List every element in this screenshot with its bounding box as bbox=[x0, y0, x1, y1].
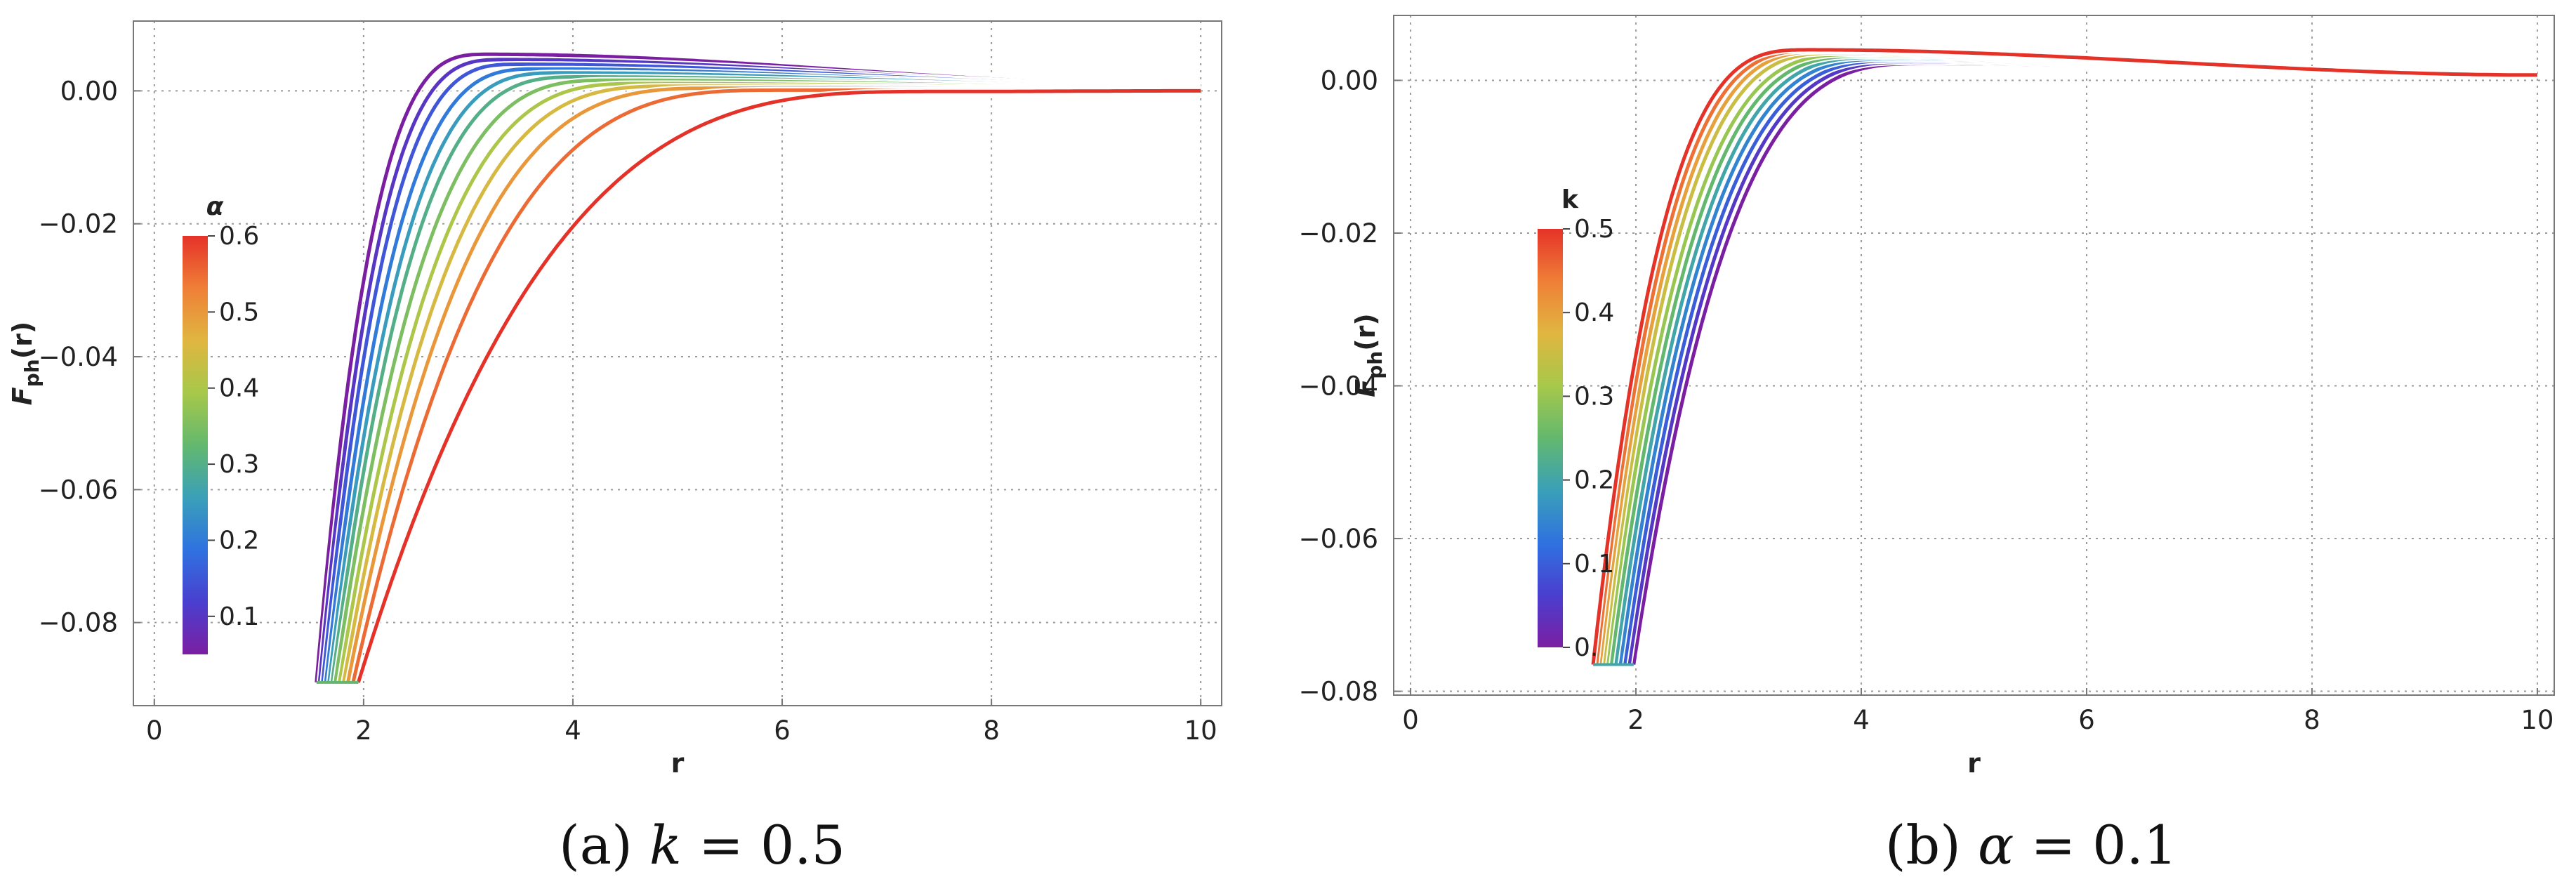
colorbar-tick-label: 0. bbox=[1574, 633, 1598, 662]
x-tick-label: 10 bbox=[2521, 705, 2554, 735]
x-tick-label: 0 bbox=[1402, 705, 1419, 735]
series-line bbox=[351, 88, 1201, 684]
colorbar-tick-label: 0.6 bbox=[219, 222, 259, 251]
plot-frame bbox=[1393, 15, 2555, 696]
series-line-halo bbox=[322, 65, 1201, 685]
chart-panel-2: 0 2 4 6 8 100.00−0.02−0.04−0.06−0.08rFph(r)k0… bbox=[1299, 15, 2555, 876]
series-line bbox=[324, 67, 1201, 683]
y-axis-label: Fph(r) bbox=[7, 322, 44, 405]
x-tick-label: 10 bbox=[1184, 715, 1217, 746]
curves bbox=[313, 51, 1201, 685]
x-tick-label: 2 bbox=[1627, 705, 1644, 735]
series-line-halo bbox=[319, 61, 1201, 685]
series-line bbox=[357, 88, 1201, 684]
chart-panel-1: 0 2 4 6 8 100.00−0.02−0.04−0.06−0.08rFph(r)α0… bbox=[7, 20, 1222, 876]
colorbar-title: k bbox=[1561, 185, 1579, 214]
y-tick-label: −0.08 bbox=[39, 608, 118, 638]
series-line-halo bbox=[336, 80, 1201, 685]
series-line bbox=[315, 52, 1201, 683]
y-tick-label: −0.04 bbox=[1299, 371, 1378, 402]
series-line-halo bbox=[1590, 46, 2537, 667]
y-tick-label: −0.02 bbox=[1299, 218, 1378, 249]
x-axis-label: r bbox=[1967, 748, 1981, 779]
x-tick-label: 8 bbox=[2304, 705, 2320, 735]
y-tick-label: 0.00 bbox=[60, 76, 118, 106]
series-line-halo bbox=[326, 70, 1201, 685]
colorbar bbox=[1538, 229, 1563, 647]
series-line-halo bbox=[313, 51, 1201, 685]
colorbar-tick-label: 0.1 bbox=[1574, 550, 1614, 579]
x-tick-label: 6 bbox=[774, 715, 791, 746]
y-tick-label: −0.04 bbox=[39, 342, 118, 372]
series-line-halo bbox=[350, 86, 1201, 685]
colorbar-title: α bbox=[206, 192, 224, 221]
x-tick-label: 6 bbox=[2078, 705, 2095, 735]
colorbar-legend: k 0. 0.1 0.2 0.3 0.4 0.5 bbox=[1538, 185, 1614, 662]
colorbar bbox=[183, 236, 208, 654]
curves bbox=[1590, 46, 2537, 667]
series-line-halo bbox=[355, 87, 1201, 685]
colorbar-tick-label: 0.2 bbox=[219, 526, 259, 555]
y-tick-label: −0.06 bbox=[1299, 524, 1378, 554]
series-line bbox=[321, 62, 1201, 683]
x-tick-label: 2 bbox=[355, 715, 372, 746]
y-tick-label: −0.02 bbox=[39, 209, 118, 239]
colorbar-tick-label: 0.4 bbox=[1574, 298, 1614, 327]
x-tick-label: 8 bbox=[983, 715, 1000, 746]
colorbar-tick-label: 0.5 bbox=[1574, 215, 1614, 244]
y-tick-label: 0.00 bbox=[1321, 65, 1378, 95]
y-tick-label: −0.06 bbox=[39, 475, 118, 505]
y-tick-label: −0.08 bbox=[1299, 677, 1378, 707]
colorbar-tick-label: 0.1 bbox=[219, 602, 259, 631]
y-axis-label: Fph(r) bbox=[1350, 313, 1387, 397]
colorbar-tick-label: 0.4 bbox=[219, 374, 259, 403]
x-axis-label: r bbox=[671, 748, 685, 779]
panel-caption: (a) k = 0.5 bbox=[559, 814, 845, 876]
colorbar-tick-label: 0.2 bbox=[1574, 466, 1614, 495]
series-line-halo bbox=[1630, 60, 2537, 667]
plot-frame bbox=[133, 20, 1222, 706]
x-tick-label: 4 bbox=[564, 715, 581, 746]
colorbar-tick-label: 0.5 bbox=[219, 298, 259, 326]
panel-caption: (b) α = 0.1 bbox=[1885, 814, 2177, 876]
series-line bbox=[327, 71, 1201, 683]
colorbar-legend: α 0.1 0.2 0.3 0.4 0.5 0.6 bbox=[183, 192, 259, 654]
series-line bbox=[1591, 48, 2537, 666]
x-tick-label: 0 bbox=[146, 715, 163, 746]
x-tick-label: 4 bbox=[1853, 705, 1870, 735]
series-line bbox=[333, 78, 1201, 684]
series-line-halo bbox=[332, 77, 1201, 685]
colorbar-tick-label: 0.3 bbox=[1574, 382, 1614, 411]
colorbar-tick-label: 0.3 bbox=[219, 450, 259, 479]
series-line bbox=[338, 81, 1201, 684]
